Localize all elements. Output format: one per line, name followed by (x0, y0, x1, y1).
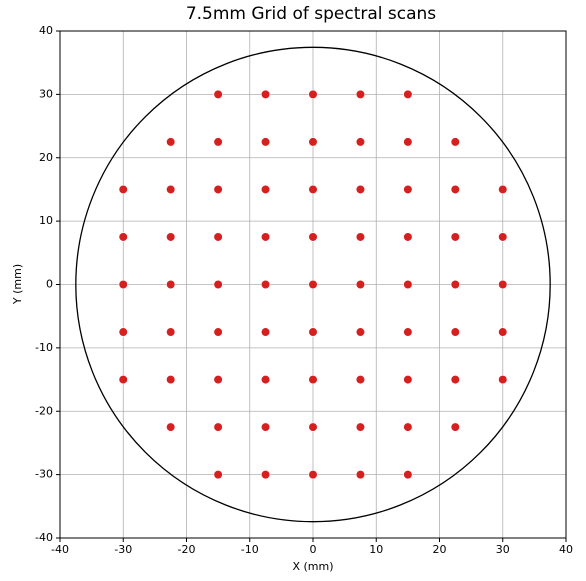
chart-title: 7.5mm Grid of spectral scans (186, 4, 436, 24)
scan-point (498, 327, 508, 337)
scan-point (166, 327, 176, 337)
scan-point (450, 137, 460, 147)
scan-point (403, 232, 413, 242)
scan-point (213, 137, 223, 147)
scan-point (450, 422, 460, 432)
scan-point (166, 422, 176, 432)
scan-point (450, 279, 460, 290)
scan-point (118, 184, 128, 195)
scan-point (213, 232, 223, 242)
scan-point (355, 184, 366, 195)
scan-point (403, 279, 413, 290)
scan-point (213, 279, 223, 290)
scan-point (355, 327, 366, 337)
scan-point (118, 279, 128, 290)
scan-point (403, 184, 413, 195)
scan-point (308, 184, 318, 195)
y-tick-label: -20 (35, 404, 53, 417)
scan-point (260, 374, 271, 385)
scan-point (403, 422, 413, 432)
y-tick-label: 30 (39, 87, 53, 100)
scan-point (260, 137, 271, 147)
x-tick-label: 30 (496, 543, 510, 556)
y-tick-label: 20 (39, 151, 53, 164)
x-tick-label: 20 (433, 543, 447, 556)
scan-point (260, 327, 271, 337)
x-tick-label: 10 (369, 543, 383, 556)
scan-point (260, 422, 271, 432)
x-tick-label: 40 (559, 543, 573, 556)
scan-point (355, 137, 366, 147)
scan-point (118, 374, 128, 385)
scan-point (166, 232, 176, 242)
scan-point (403, 137, 413, 147)
scan-point (166, 374, 176, 385)
scan-point (498, 232, 508, 242)
scan-point (450, 232, 460, 242)
y-tick-label: 10 (39, 214, 53, 227)
scan-point (355, 470, 366, 480)
scan-point (260, 470, 271, 480)
x-tick-label: -40 (51, 543, 69, 556)
scan-point (403, 374, 413, 385)
scan-point (213, 470, 223, 480)
scan-point (166, 279, 176, 290)
y-tick-label: 40 (39, 24, 53, 37)
scan-point (450, 184, 460, 195)
scan-point (355, 89, 366, 99)
scan-point (308, 232, 318, 242)
y-tick-label: -10 (35, 341, 53, 354)
scan-point (355, 422, 366, 432)
x-tick-label: -30 (114, 543, 132, 556)
scan-point (213, 422, 223, 432)
y-tick-label: 0 (46, 278, 53, 291)
scan-point (260, 89, 271, 99)
scan-point (308, 470, 318, 480)
x-axis-label: X (mm) (292, 560, 333, 573)
scan-point (308, 137, 318, 147)
y-axis-label: Y (mm) (11, 264, 24, 305)
scan-point (498, 184, 508, 195)
scan-point (498, 374, 508, 385)
scan-point (260, 279, 271, 290)
scan-point (166, 137, 176, 147)
scan-point (213, 327, 223, 337)
scan-point (260, 232, 271, 242)
scan-point (308, 374, 318, 385)
x-tick-label: -10 (241, 543, 259, 556)
scan-point (308, 279, 318, 290)
scan-point (355, 232, 366, 242)
scan-point (355, 374, 366, 385)
scan-point (450, 327, 460, 337)
scan-point (450, 374, 460, 385)
scan-point (118, 232, 128, 242)
scan-point (498, 279, 508, 290)
scan-point (403, 327, 413, 337)
scan-point (213, 89, 223, 99)
y-tick-label: -30 (35, 468, 53, 481)
scan-point (403, 470, 413, 480)
scan-point (403, 89, 413, 99)
scan-point (260, 184, 271, 195)
scan-point (308, 327, 318, 337)
scan-point (118, 327, 128, 337)
x-tick-label: 0 (310, 543, 317, 556)
boundary-circle (75, 46, 551, 523)
y-tick-label: -40 (35, 531, 53, 544)
x-tick-label: -20 (178, 543, 196, 556)
scan-point (308, 89, 318, 99)
scan-point (355, 279, 366, 290)
scan-point (166, 184, 176, 195)
scan-point (213, 184, 223, 195)
plot-frame (59, 30, 567, 539)
scan-point (213, 374, 223, 385)
scan-point (308, 422, 318, 432)
